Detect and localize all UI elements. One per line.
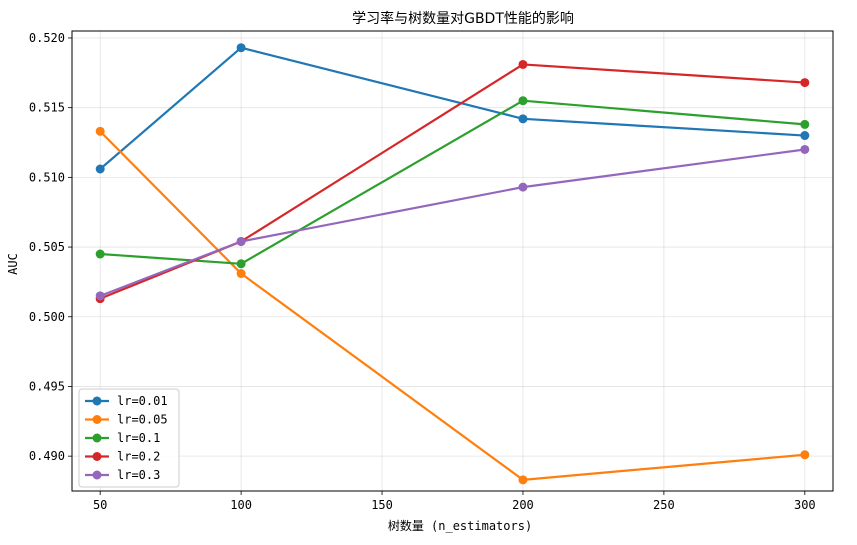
series-group <box>95 43 810 485</box>
data-point <box>518 59 528 69</box>
x-tick-label: 250 <box>653 498 675 512</box>
data-point <box>236 236 246 246</box>
chart-title: 学习率与树数量对GBDT性能的影响 <box>352 10 574 27</box>
series-line <box>99 46 805 170</box>
y-tick-label: 0.490 <box>29 449 65 463</box>
legend-item: lr=0.1 <box>85 431 160 445</box>
data-point <box>518 114 528 124</box>
legend-marker <box>92 415 102 424</box>
legend-marker <box>92 433 102 443</box>
series-line <box>99 148 805 297</box>
data-point <box>800 131 810 141</box>
y-tick-label: 0.520 <box>29 31 65 45</box>
legend-item: lr=0.01 <box>85 394 168 408</box>
data-point <box>95 126 105 136</box>
y-tick-label: 0.515 <box>29 101 65 115</box>
series-line <box>99 130 805 481</box>
x-tick-label: 50 <box>93 498 107 512</box>
data-point <box>236 43 246 53</box>
data-point <box>95 164 105 174</box>
data-point <box>800 119 810 129</box>
series-line <box>100 99 805 265</box>
x-tick-label: 100 <box>230 498 252 512</box>
data-point <box>800 144 810 154</box>
x-axis-label: 树数量 (n_estimators) <box>388 518 532 533</box>
data-point <box>800 450 810 460</box>
y-tick-label: 0.495 <box>29 379 65 393</box>
series-lr=0.01 <box>95 43 810 174</box>
y-axis-ticks: 0.490 0.495 0.500 0.505 0.510 0.515 0.520 <box>29 31 72 463</box>
y-tick-label: 0.500 <box>29 310 65 324</box>
legend-label: lr=0.05 <box>117 413 168 427</box>
data-point <box>518 96 528 106</box>
series-lr=0.1 <box>95 96 810 269</box>
legend-item: lr=0.2 <box>85 450 160 464</box>
legend-marker <box>92 470 102 480</box>
data-point <box>236 269 246 279</box>
data-point <box>95 249 105 259</box>
legend-marker <box>92 452 102 461</box>
series-lr=0.2 <box>95 59 810 304</box>
series-lr=0.3 <box>95 144 810 301</box>
y-axis-label: AUC <box>6 253 20 275</box>
grid <box>72 31 833 491</box>
legend-item: lr=0.05 <box>85 413 168 427</box>
x-tick-label: 300 <box>794 498 816 512</box>
legend-item: lr=0.3 <box>85 468 160 482</box>
data-point <box>236 259 246 269</box>
legend-label: lr=0.01 <box>117 394 168 408</box>
series-line <box>99 63 805 300</box>
x-tick-label: 150 <box>371 498 393 512</box>
y-tick-label: 0.505 <box>29 240 65 254</box>
x-axis-ticks: 50 100 150 200 250 300 <box>93 491 816 512</box>
data-point <box>518 182 528 192</box>
series-lr=0.05 <box>95 126 810 485</box>
data-point <box>518 475 528 485</box>
plot-frame <box>71 30 834 492</box>
legend: lr=0.01 lr=0.05 lr=0.1 lr=0.2 lr=0.3 <box>78 388 180 488</box>
y-tick-label: 0.510 <box>29 170 65 184</box>
legend-label: lr=0.1 <box>117 431 160 445</box>
legend-marker <box>92 396 102 406</box>
legend-box <box>78 388 180 488</box>
legend-label: lr=0.2 <box>117 450 160 464</box>
data-point <box>95 291 105 301</box>
data-point <box>800 78 810 88</box>
legend-label: lr=0.3 <box>117 468 160 482</box>
x-tick-label: 200 <box>512 498 534 512</box>
